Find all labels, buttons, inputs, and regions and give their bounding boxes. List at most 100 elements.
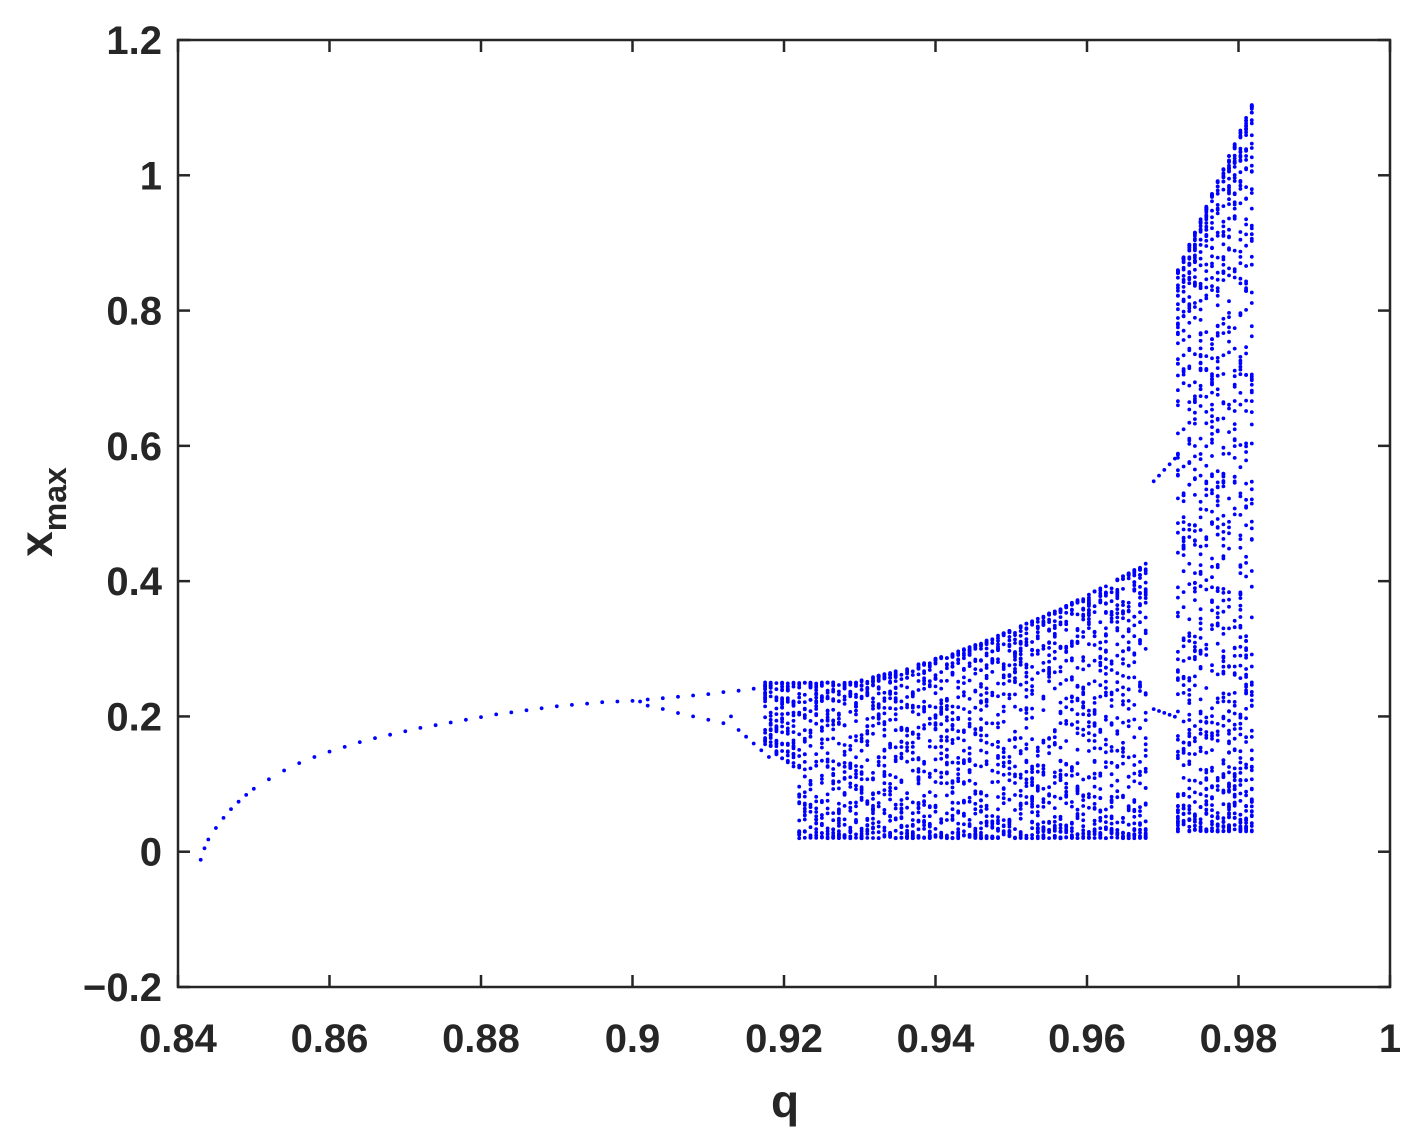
data-point — [1210, 407, 1214, 412]
data-point — [1081, 834, 1086, 839]
data-point — [1187, 306, 1192, 311]
data-point — [814, 833, 819, 838]
data-point — [1193, 315, 1197, 320]
data-point — [1238, 732, 1243, 737]
data-point — [1176, 341, 1180, 346]
data-point — [916, 666, 921, 671]
data-point — [899, 825, 904, 829]
data-point — [1221, 472, 1226, 477]
data-point — [865, 729, 870, 733]
data-point — [1138, 809, 1142, 813]
data-point — [1232, 145, 1237, 150]
data-point — [1215, 700, 1220, 705]
data-point — [1187, 794, 1192, 799]
data-point — [1058, 745, 1063, 750]
data-point — [825, 708, 830, 713]
data-point — [780, 712, 784, 716]
data-point — [1244, 133, 1248, 138]
data-point — [774, 749, 779, 754]
data-point — [808, 709, 813, 714]
data-point — [1176, 550, 1180, 555]
data-point — [1187, 561, 1192, 566]
data-point — [984, 823, 989, 828]
data-point — [433, 723, 438, 728]
data-point — [539, 706, 544, 711]
data-point — [1176, 325, 1180, 330]
data-point — [780, 720, 784, 724]
data-point — [979, 644, 983, 648]
data-point — [1221, 671, 1226, 676]
data-point — [1232, 156, 1237, 161]
data-point — [1018, 803, 1023, 808]
data-point — [1249, 382, 1254, 387]
data-point — [831, 722, 836, 727]
data-point — [1187, 701, 1192, 705]
data-point — [905, 745, 909, 750]
data-point — [956, 661, 961, 665]
data-point — [910, 757, 915, 762]
data-point — [802, 835, 807, 840]
data-point — [1249, 537, 1254, 542]
data-point — [1013, 704, 1017, 709]
data-point — [1024, 688, 1029, 692]
data-point — [1058, 709, 1063, 714]
data-point — [1181, 367, 1186, 371]
data-point — [916, 767, 921, 771]
data-point — [509, 710, 514, 715]
data-point — [1215, 230, 1220, 235]
data-point — [973, 657, 978, 662]
data-point — [967, 768, 972, 772]
data-point — [825, 723, 830, 728]
data-point — [905, 685, 909, 690]
data-point — [1238, 533, 1243, 538]
data-point — [1227, 273, 1231, 278]
data-point — [1138, 603, 1142, 608]
data-point — [1193, 394, 1197, 399]
data-point — [905, 727, 909, 732]
data-point — [1215, 277, 1220, 282]
data-point — [1210, 374, 1214, 379]
data-point — [774, 712, 779, 716]
data-point — [842, 680, 847, 685]
data-point — [1176, 657, 1180, 662]
data-point — [1132, 717, 1137, 722]
data-point — [1081, 612, 1086, 617]
data-point — [939, 751, 944, 756]
data-point — [1007, 824, 1012, 829]
data-point — [1121, 815, 1125, 820]
data-point — [865, 686, 870, 691]
data-point — [1030, 802, 1034, 807]
data-point — [1126, 627, 1131, 631]
data-point — [990, 638, 995, 642]
data-point — [990, 690, 995, 695]
data-point — [820, 777, 824, 781]
data-point — [1215, 255, 1220, 260]
data-point — [865, 758, 870, 762]
data-point — [1221, 590, 1226, 595]
data-point — [1215, 356, 1220, 360]
data-point — [1215, 366, 1220, 370]
data-point — [1098, 654, 1103, 659]
data-point — [768, 714, 773, 718]
data-point — [865, 731, 870, 736]
data-point — [1041, 772, 1046, 777]
data-point — [1193, 724, 1197, 728]
data-point — [1193, 657, 1197, 662]
data-point — [1030, 620, 1034, 625]
x-tick-label: 1 — [1379, 1017, 1401, 1061]
data-point — [1143, 600, 1148, 605]
data-point — [1064, 658, 1069, 663]
data-point — [774, 698, 779, 703]
data-point — [962, 833, 966, 838]
data-point — [1030, 770, 1034, 774]
data-point — [848, 735, 853, 739]
data-point — [1098, 620, 1103, 625]
data-point — [1198, 263, 1203, 268]
data-point — [893, 717, 898, 722]
data-point — [1115, 688, 1120, 692]
data-point — [899, 831, 904, 836]
data-point — [1249, 768, 1254, 773]
data-point — [1098, 660, 1103, 665]
data-point — [1098, 694, 1103, 699]
data-point — [1070, 773, 1074, 778]
